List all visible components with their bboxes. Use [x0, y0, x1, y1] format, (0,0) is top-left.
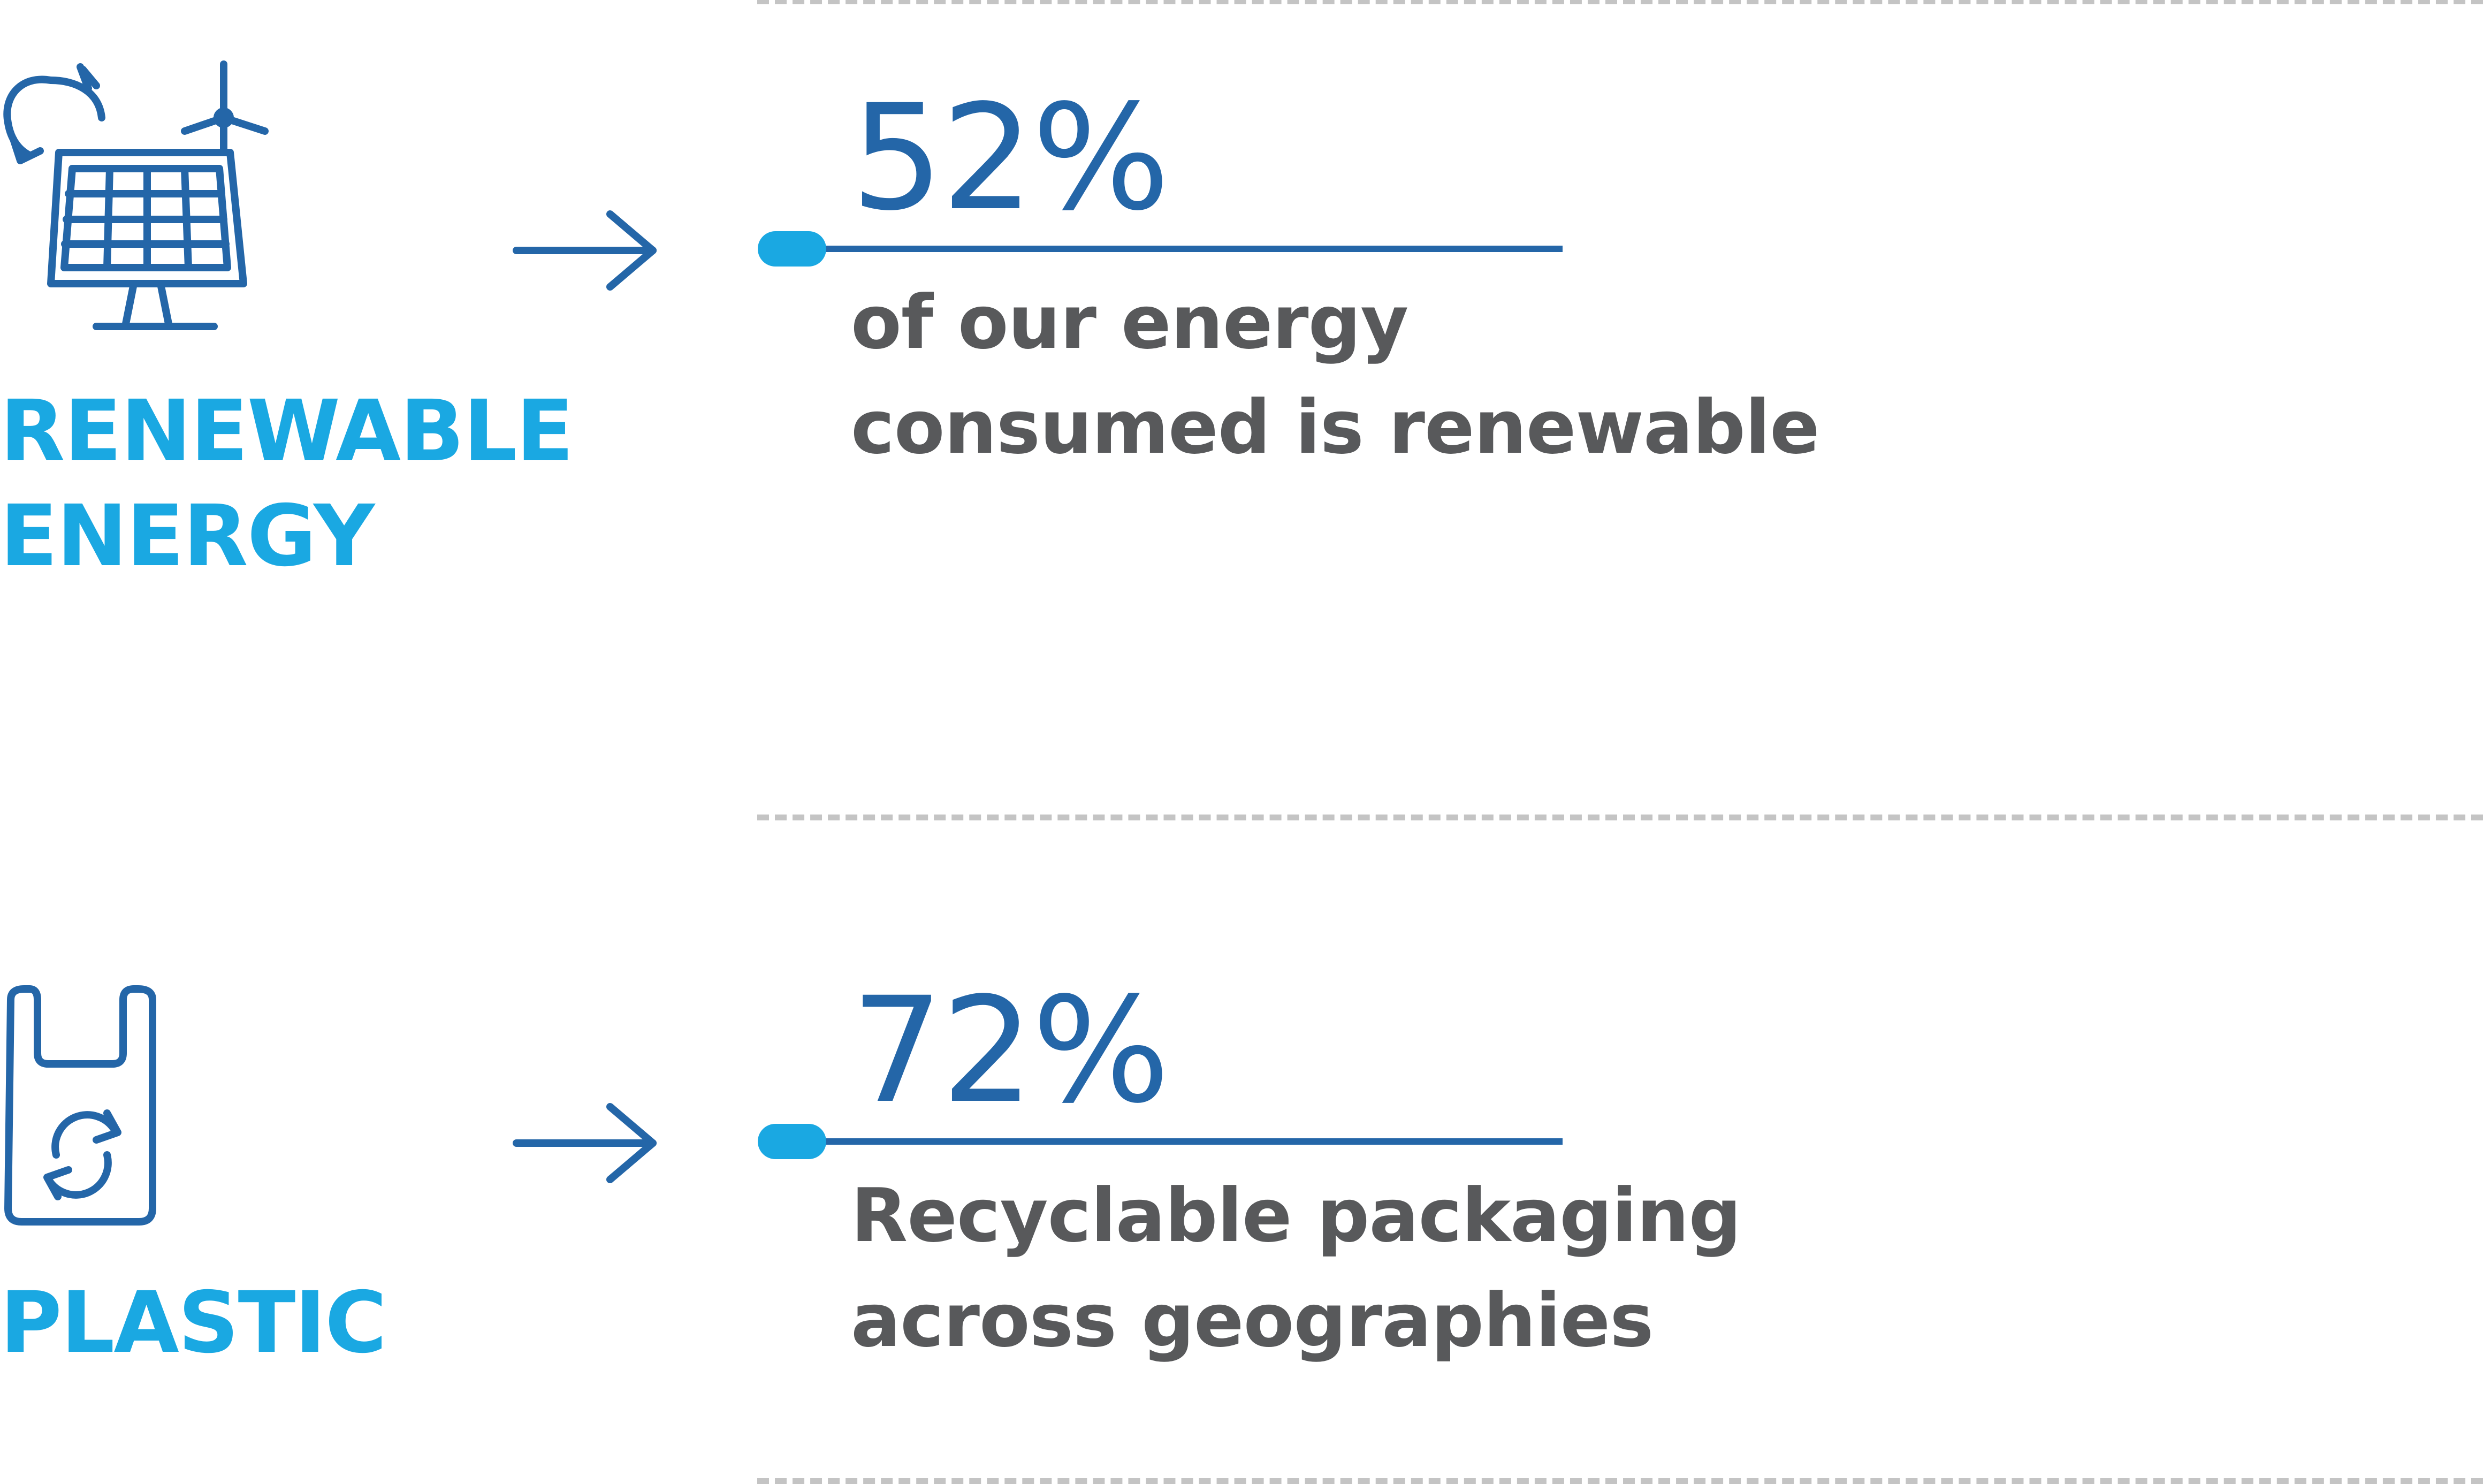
description-line: of our energy: [851, 279, 1408, 366]
stat-underline-dot: [758, 231, 826, 267]
stat-value: 72%: [851, 966, 1170, 1136]
category-title-plastic: PLASTIC: [0, 1270, 387, 1375]
stat-block-plastic: PLASTIC 72% Recyclable packaging across …: [0, 824, 2483, 1466]
stat-block-renewable-energy: RENEWABLE ENERGY 52% of our energy consu…: [0, 60, 1820, 589]
divider-bottom: [757, 1478, 2483, 1484]
divider-middle: [757, 815, 2483, 820]
arrow-right-icon: [513, 1103, 657, 1183]
divider-top: [757, 0, 2483, 4]
solar-panel-wind-turbine-icon: [3, 60, 269, 330]
stat-value: 52%: [851, 74, 1170, 243]
stat-description: Recyclable packaging across geographies: [851, 1163, 1741, 1373]
category-title-renewable-energy: RENEWABLE ENERGY: [0, 379, 574, 589]
category-line: ENERGY: [0, 487, 375, 585]
stat-underline: [758, 1124, 1563, 1159]
description-line: Recyclable packaging: [851, 1173, 1741, 1259]
arrow-right-icon: [513, 210, 657, 291]
description-line: across geographies: [851, 1277, 1654, 1364]
stat-description: of our energy consumed is renewable: [851, 270, 1820, 480]
stat-underline: [758, 231, 1563, 267]
category-line: RENEWABLE: [0, 382, 574, 481]
description-line: consumed is renewable: [851, 384, 1820, 470]
stat-underline-dot: [758, 1124, 826, 1159]
recyclable-bag-icon: [4, 985, 156, 1226]
category-line: PLASTIC: [0, 1274, 387, 1372]
